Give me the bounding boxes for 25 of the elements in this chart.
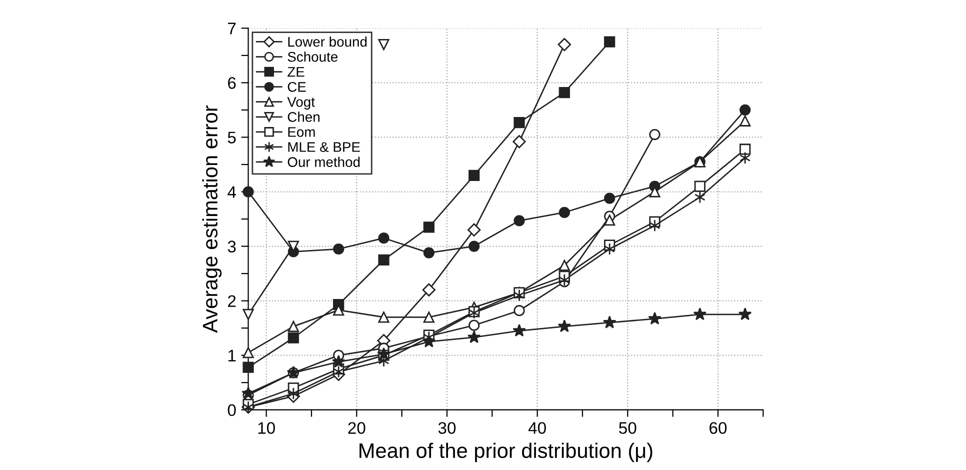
- legend-label: Eom: [288, 127, 315, 137]
- y-tick-label: 0: [228, 404, 236, 416]
- y-tick-label: 5: [228, 132, 236, 144]
- x-axis-title: Mean of the prior distribution (μ): [360, 442, 652, 462]
- y-tick-label: 6: [228, 77, 236, 89]
- legend-label: Lower bound: [288, 36, 367, 47]
- legend-label: Schoute: [288, 52, 338, 62]
- x-tick-label: 30: [438, 422, 456, 434]
- legend-label: ZE: [288, 67, 304, 77]
- y-tick-label: 1: [228, 350, 236, 362]
- x-tick-label: 40: [528, 422, 546, 434]
- y-axis-title: Average estimation error: [202, 105, 222, 333]
- legend-label: Chen: [288, 112, 320, 122]
- y-tick-label: 4: [228, 186, 236, 198]
- x-tick-label: 10: [258, 422, 275, 434]
- legend-label: Vogt: [287, 97, 315, 110]
- legend-label: MLE & BPE: [288, 142, 360, 152]
- y-tick-label: 2: [228, 295, 236, 307]
- y-tick-label: 7: [228, 22, 236, 34]
- x-tick-label: 20: [348, 422, 366, 434]
- x-tick-label: 60: [710, 422, 727, 434]
- legend-label: CE: [288, 82, 306, 92]
- legend-label: Our method: [288, 156, 360, 167]
- y-tick-label: 3: [228, 240, 236, 252]
- x-tick-label: 50: [619, 422, 636, 434]
